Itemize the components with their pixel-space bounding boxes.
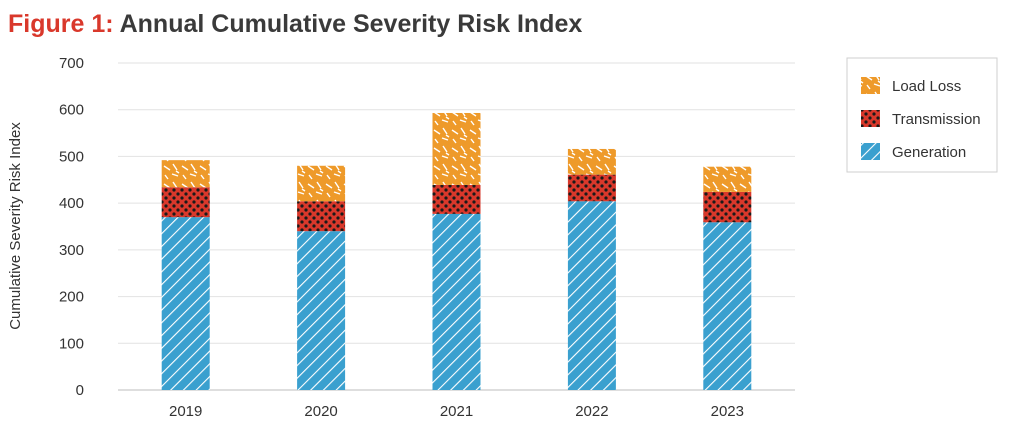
x-tick-label: 2020 bbox=[304, 403, 337, 420]
x-tick-label: 2019 bbox=[169, 403, 202, 420]
legend-label: Load Loss bbox=[892, 78, 961, 95]
bar-segment-load-loss bbox=[567, 148, 616, 175]
bar-segment-generation bbox=[161, 217, 210, 390]
y-tick-label: 300 bbox=[59, 242, 84, 259]
y-tick-label: 500 bbox=[59, 148, 84, 165]
bar-segment-transmission bbox=[297, 201, 346, 232]
bars bbox=[161, 112, 752, 390]
bar-segment-transmission bbox=[161, 187, 210, 218]
y-axis-ticks: 0 100 200 300 400 500 600 700 bbox=[59, 55, 84, 399]
bar-segment-generation bbox=[297, 231, 346, 390]
bar-segment-transmission bbox=[432, 184, 481, 214]
legend-label: Transmission bbox=[892, 111, 981, 128]
x-axis-ticks: 2019 2020 2021 2022 2023 bbox=[169, 403, 744, 420]
x-tick-label: 2023 bbox=[711, 403, 744, 420]
bar-segment-transmission bbox=[567, 174, 616, 202]
y-tick-label: 200 bbox=[59, 289, 84, 306]
bar-segment-load-loss bbox=[161, 160, 210, 188]
legend: Load Loss Transmission Generation bbox=[846, 57, 998, 173]
y-tick-label: 100 bbox=[59, 335, 84, 352]
bar-segment-load-loss bbox=[432, 112, 481, 185]
chart-title: Figure 1: Annual Cumulative Severity Ris… bbox=[8, 10, 582, 39]
legend-swatch bbox=[861, 77, 880, 94]
legend-swatch bbox=[861, 143, 880, 160]
y-axis-label: Cumulative Severity Risk Index bbox=[7, 122, 24, 330]
y-tick-label: 400 bbox=[59, 195, 84, 212]
y-tick-label: 0 bbox=[76, 382, 84, 399]
bar-segment-generation bbox=[432, 213, 481, 390]
y-tick-label: 700 bbox=[59, 55, 84, 72]
x-tick-label: 2022 bbox=[575, 403, 608, 420]
bar-segment-generation bbox=[567, 201, 616, 390]
x-tick-label: 2021 bbox=[440, 403, 473, 420]
chart-title-prefix: Figure 1: bbox=[8, 10, 114, 38]
bar-segment-generation bbox=[703, 222, 752, 390]
bar-segment-load-loss bbox=[703, 166, 752, 192]
bar-segment-load-loss bbox=[297, 165, 346, 202]
legend-label: Generation bbox=[892, 144, 966, 161]
bar-segment-transmission bbox=[703, 191, 752, 223]
y-tick-label: 600 bbox=[59, 102, 84, 119]
chart-title-text: Annual Cumulative Severity Risk Index bbox=[119, 10, 583, 38]
legend-swatch bbox=[861, 110, 880, 127]
